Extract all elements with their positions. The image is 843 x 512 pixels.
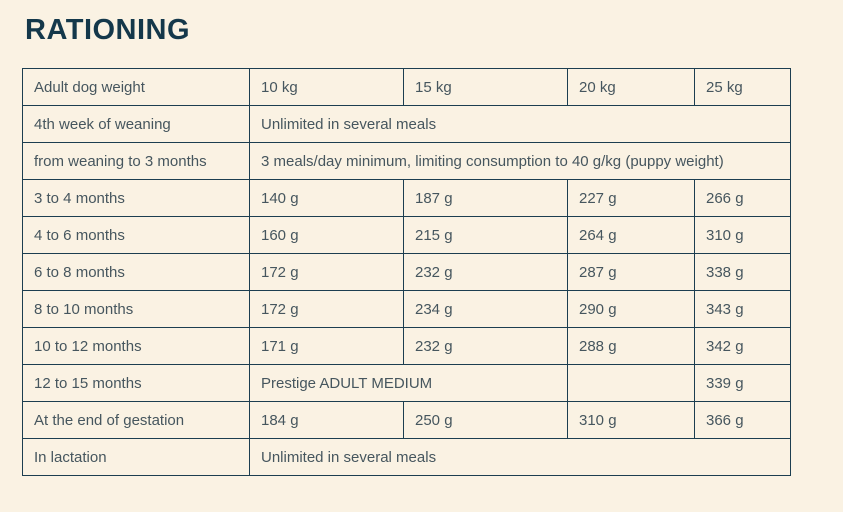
- column-header-weight: 20 kg: [567, 68, 695, 106]
- ration-value-cell: 338 g: [694, 253, 791, 291]
- ration-value-cell: 266 g: [694, 179, 791, 217]
- row-label: 8 to 10 months: [22, 290, 250, 328]
- ration-value-cell: 3 meals/day minimum, limiting consumptio…: [249, 142, 791, 180]
- row-label: 3 to 4 months: [22, 179, 250, 217]
- ration-value-cell: 171 g: [249, 327, 404, 365]
- ration-value-cell: 288 g: [567, 327, 695, 365]
- ration-value-cell: 290 g: [567, 290, 695, 328]
- ration-value-cell: [567, 364, 695, 402]
- row-label: At the end of gestation: [22, 401, 250, 439]
- ration-value-cell: 250 g: [403, 401, 568, 439]
- row-label: from weaning to 3 months: [22, 142, 250, 180]
- table-row: 4 to 6 months 160 g 215 g 264 g 310 g: [22, 216, 791, 254]
- ration-value-cell: 172 g: [249, 290, 404, 328]
- row-label: 10 to 12 months: [22, 327, 250, 365]
- header-row: Adult dog weight 10 kg 15 kg 20 kg 25 kg: [22, 68, 791, 106]
- ration-value-cell: 172 g: [249, 253, 404, 291]
- ration-value-cell: 232 g: [403, 327, 568, 365]
- row-label: In lactation: [22, 438, 250, 476]
- ration-value-cell: Unlimited in several meals: [249, 105, 791, 143]
- table-row: At the end of gestation 184 g 250 g 310 g 36…: [22, 401, 791, 439]
- table-row: 4th week of weaning Unlimited in several …: [22, 105, 791, 143]
- ration-value-cell: 227 g: [567, 179, 695, 217]
- table-row: In lactation Unlimited in several meals: [22, 438, 791, 476]
- row-label: 4 to 6 months: [22, 216, 250, 254]
- ration-value-cell: 184 g: [249, 401, 404, 439]
- rationing-table-header: Adult dog weight 10 kg 15 kg 20 kg 25 kg: [22, 68, 791, 106]
- column-header-weight: 25 kg: [694, 68, 791, 106]
- ration-value-cell: 310 g: [567, 401, 695, 439]
- ration-value-cell: 215 g: [403, 216, 568, 254]
- table-row: 3 to 4 months 140 g 187 g 227 g 266 g: [22, 179, 791, 217]
- row-label: 12 to 15 months: [22, 364, 250, 402]
- column-header-weight: 10 kg: [249, 68, 404, 106]
- ration-value-cell: 287 g: [567, 253, 695, 291]
- row-label: 4th week of weaning: [22, 105, 250, 143]
- ration-value-cell: Unlimited in several meals: [249, 438, 791, 476]
- ration-value-cell: 232 g: [403, 253, 568, 291]
- ration-value-cell: 234 g: [403, 290, 568, 328]
- ration-value-cell: 342 g: [694, 327, 791, 365]
- ration-value-cell: 264 g: [567, 216, 695, 254]
- table-row: 12 to 15 months Prestige ADULT MEDIUM 339 …: [22, 364, 791, 402]
- table-row: from weaning to 3 months 3 meals/day mini…: [22, 142, 791, 180]
- row-label: 6 to 8 months: [22, 253, 250, 291]
- rationing-table-body: 4th week of weaning Unlimited in several …: [22, 105, 791, 476]
- ration-value-cell: 187 g: [403, 179, 568, 217]
- table-row: 8 to 10 months 172 g 234 g 290 g 343 g: [22, 290, 791, 328]
- ration-value-cell: 339 g: [694, 364, 791, 402]
- rationing-table: Adult dog weight 10 kg 15 kg 20 kg 25 kg 4th…: [22, 68, 791, 476]
- table-row: 10 to 12 months 171 g 232 g 288 g 342 g: [22, 327, 791, 365]
- page-title: RATIONING: [25, 14, 191, 46]
- ration-value-cell: 310 g: [694, 216, 791, 254]
- ration-value-cell: Prestige ADULT MEDIUM: [249, 364, 568, 402]
- table-row: 6 to 8 months 172 g 232 g 287 g 338 g: [22, 253, 791, 291]
- ration-value-cell: 366 g: [694, 401, 791, 439]
- column-header-weight: 15 kg: [403, 68, 568, 106]
- ration-value-cell: 160 g: [249, 216, 404, 254]
- column-header-label: Adult dog weight: [22, 68, 250, 106]
- ration-value-cell: 140 g: [249, 179, 404, 217]
- ration-value-cell: 343 g: [694, 290, 791, 328]
